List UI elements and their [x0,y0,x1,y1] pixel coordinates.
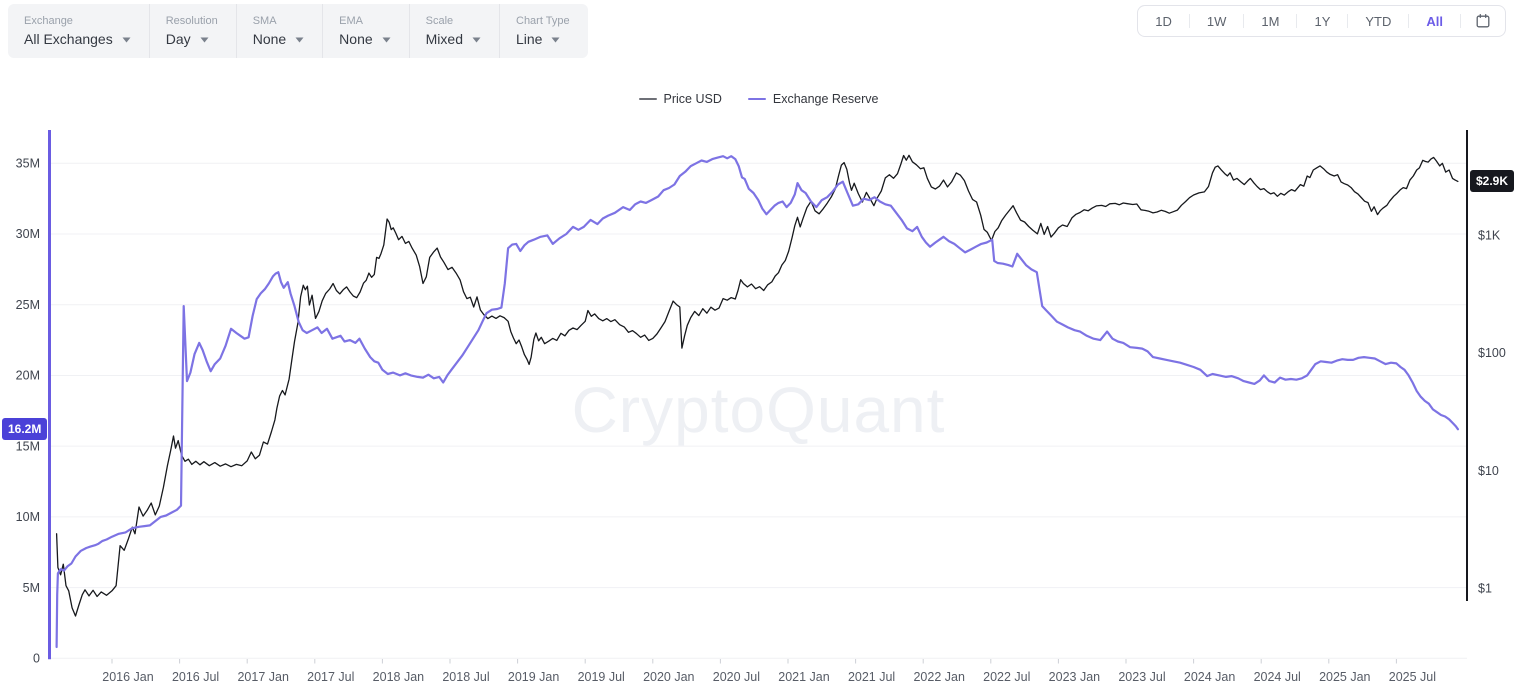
range-divider [1347,14,1349,28]
range-divider [1296,14,1298,28]
x-axis-label: 2017 Jul [307,670,354,684]
x-axis-label: 2024 Jan [1184,670,1235,684]
y-axis-left-label: 25M [16,298,40,312]
chevron-down-icon [551,37,560,42]
toolbar-group-ema[interactable]: EMA None [323,4,410,58]
toolbar-group-value: None [339,31,373,47]
toolbar-group-label: Resolution [165,15,218,27]
y-axis-left-label: 20M [16,369,40,383]
x-axis-label: 2021 Jan [778,670,829,684]
x-axis-label: 2022 Jul [983,670,1030,684]
chart-legend: Price USD Exchange Reserve [0,92,1517,106]
toolbar-group-label: EMA [339,15,364,27]
toolbar-group-label: SMA [252,15,277,27]
toolbar-group-value: None [252,31,287,47]
x-axis-label: 2017 Jan [237,670,288,684]
y-axis-right-label: $100 [1478,346,1506,360]
toolbar-group-sma[interactable]: SMA None [237,4,324,58]
calendar-icon [1476,13,1490,28]
y-axis-left-label: 35M [16,157,40,171]
x-axis-label: 2018 Jan [373,670,424,684]
range-button-1y[interactable]: 1Y [1297,6,1347,36]
x-axis-label: 2023 Jan [1049,670,1100,684]
y-axis-left-label: 0 [33,652,40,666]
chevron-down-icon [472,37,481,42]
toolbar-group-value: Mixed [425,31,463,47]
range-button-1d[interactable]: 1D [1138,6,1189,36]
toolbar-group-label: Chart Type [516,15,570,27]
x-axis-label: 2024 Jul [1254,670,1301,684]
x-axis-label: 2022 Jan [913,670,964,684]
x-axis-label: 2019 Jul [578,670,625,684]
chevron-down-icon [122,37,131,42]
legend-swatch [638,97,657,101]
toolbar-group-value: Day [165,31,191,47]
toolbar-group-value: All Exchanges [24,31,113,47]
chart-settings-toolbar: Exchange All Exchanges Resolution Day SMA Non… [8,4,588,58]
range-divider [1460,14,1461,28]
y-axis-right-label: $1 [1478,581,1492,595]
range-button-ytd[interactable]: YTD [1348,6,1408,36]
range-divider [1243,14,1245,28]
x-axis-label: 2021 Jul [848,670,895,684]
legend-swatch [747,97,766,101]
toolbar-group-exchange[interactable]: Exchange All Exchanges [8,4,150,58]
time-range-selector: 1D 1W 1M 1Y YTD All [1137,5,1506,37]
toolbar-group-value: Line [516,31,543,47]
y-axis-left-label: 5M [23,581,40,595]
price-current-badge: $2.9K [1470,170,1515,193]
x-axis-label: 2019 Jan [508,670,559,684]
toolbar-group-scale[interactable]: Scale Mixed [410,4,500,58]
x-axis-label: 2025 Jan [1319,670,1370,684]
legend-label: Exchange Reserve [772,92,879,106]
range-button-all[interactable]: All [1409,6,1460,36]
range-button-1m[interactable]: 1M [1244,6,1296,36]
range-button-1w[interactable]: 1W [1190,6,1244,36]
chevron-down-icon [200,37,209,42]
chevron-down-icon [295,37,304,42]
y-axis-right-label: $1K [1478,229,1501,243]
toolbar-group-resolution[interactable]: Resolution Day [150,4,237,58]
range-divider [1188,14,1190,28]
x-axis-label: 2020 Jan [643,670,694,684]
legend-item-price-usd[interactable]: Price USD [638,92,722,106]
toolbar-group-label: Exchange [24,15,73,27]
y-axis-left-label: 15M [16,439,40,453]
x-axis-label: 2023 Jul [1118,670,1165,684]
legend-label: Price USD [663,92,722,106]
series-line-price-usd [55,154,1459,617]
chevron-down-icon [382,37,391,42]
y-axis-left-label: 10M [16,510,40,524]
legend-item-exchange-reserve[interactable]: Exchange Reserve [747,92,879,106]
toolbar-group-chart-type[interactable]: Chart Type Line [500,4,588,58]
x-axis-label: 2018 Jul [442,670,489,684]
x-axis-label: 2020 Jul [713,670,760,684]
calendar-button[interactable] [1461,6,1505,36]
series-line-exchange-reserve [55,155,1460,649]
x-axis-label: 2016 Jan [102,670,153,684]
x-axis-label: 2016 Jul [172,670,219,684]
reserve-current-badge: 16.2M [2,418,48,441]
toolbar-group-label: Scale [425,15,454,27]
x-axis-label: 2025 Jul [1389,670,1436,684]
y-axis-left-label: 30M [16,227,40,241]
y-axis-right-label: $10 [1478,464,1499,478]
range-divider [1408,14,1410,28]
